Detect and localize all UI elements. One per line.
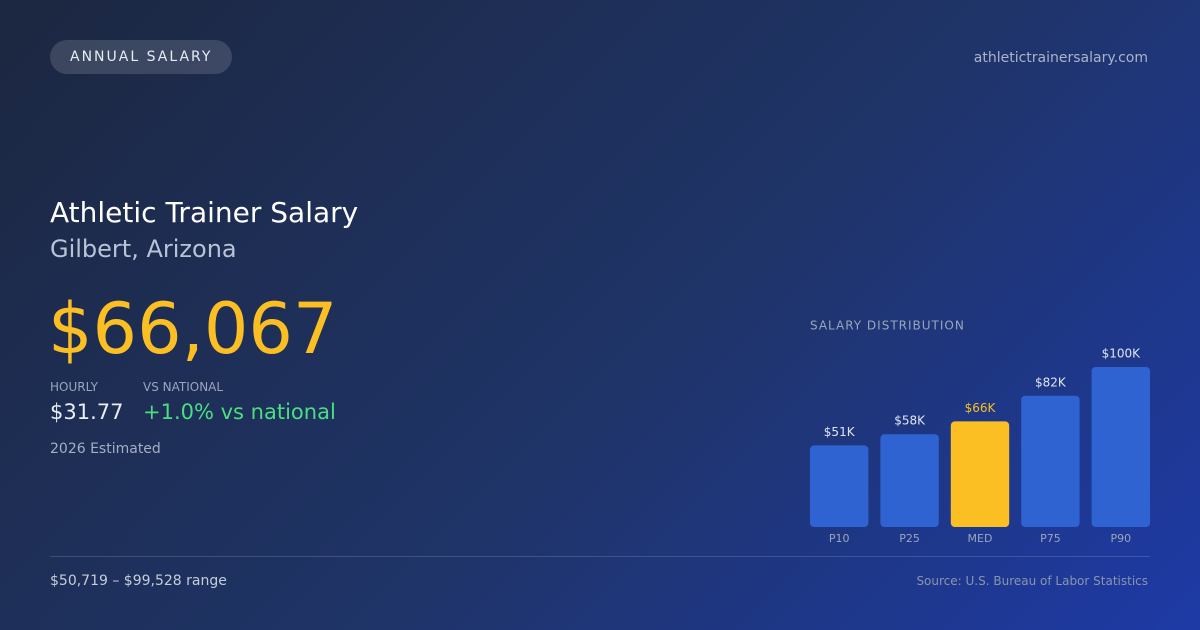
range: $50,719 – $99,528 range — [50, 573, 227, 589]
x-tick-label: MED — [968, 532, 993, 545]
x-tick-label: P75 — [1040, 532, 1061, 545]
chart-title: SALARY DISTRIBUTION — [810, 319, 965, 333]
bar — [880, 434, 939, 527]
note: 2026 Estimated — [50, 441, 161, 457]
x-tick-label: P90 — [1110, 532, 1131, 545]
x-tick-label: P10 — [829, 532, 850, 545]
bar — [1091, 367, 1150, 527]
value-label: $58K — [894, 414, 926, 428]
stat-label: HOURLY — [50, 380, 99, 394]
divider — [50, 556, 1150, 557]
value-label: $82K — [1035, 375, 1067, 389]
value-label: $100K — [1102, 347, 1142, 361]
title: Athletic Trainer Salary — [50, 196, 359, 229]
value-label: $66K — [965, 401, 997, 415]
value-label: $51K — [824, 425, 856, 439]
bar — [950, 421, 1010, 527]
salary: $66,067 — [48, 288, 338, 370]
bar — [810, 445, 869, 527]
x-tick-label: P25 — [899, 532, 920, 545]
subtitle: Gilbert, Arizona — [50, 235, 237, 263]
stat-value: +1.0% vs national — [143, 400, 336, 424]
stat-value: $31.77 — [50, 400, 124, 424]
badge: ANNUAL SALARY — [50, 40, 233, 74]
bar — [1021, 395, 1080, 527]
site: athletictrainersalary.com — [973, 50, 1148, 66]
stat-label: VS NATIONAL — [143, 380, 224, 394]
source: Source: U.S. Bureau of Labor Statistics — [916, 574, 1148, 588]
